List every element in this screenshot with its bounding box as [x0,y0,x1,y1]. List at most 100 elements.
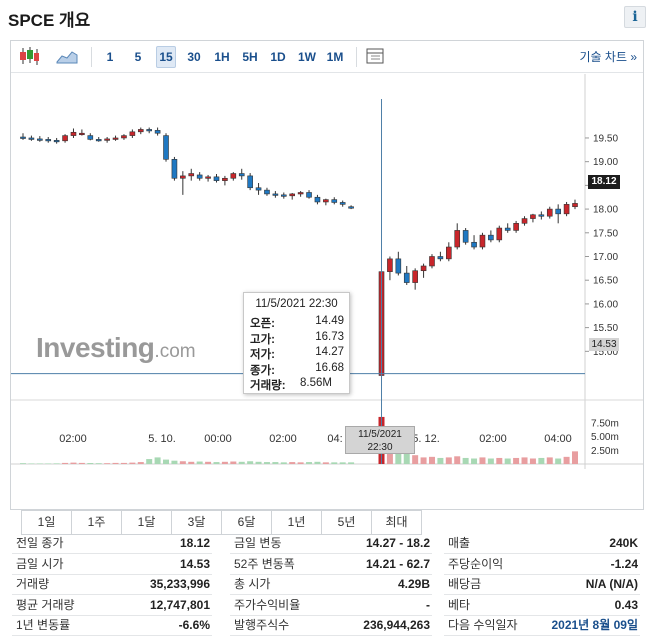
volume-bar [513,457,520,464]
volume-bar [238,461,245,464]
stat-label: 거래량 [16,577,50,591]
candle-body [205,176,211,179]
tooltip-label: 종가: [250,364,275,377]
candle-body [323,199,329,203]
volume-bar [563,456,570,464]
volume-bar [280,462,287,464]
info-icon[interactable]: i [624,6,646,28]
interval-button-30[interactable]: 30 [187,50,201,64]
stat-row: 발행주식수 236,944,263 [230,615,432,636]
volume-bar [348,462,355,464]
volume-bar [403,451,410,464]
stat-label: 금일 시가 [16,556,64,571]
candle-body [28,137,35,140]
volume-bar [196,461,203,464]
tooltip-label: 거래량: [250,380,286,392]
interval-button-1d[interactable]: 1D [270,50,286,64]
volume-bar [322,462,329,464]
volume-bar [555,458,562,464]
candle-body [171,159,178,179]
stat-value: -6.6% [178,618,210,632]
candlestick-icon[interactable] [17,46,41,68]
stat-row: 매출 240K [444,533,640,554]
interval-button-1h[interactable]: 1H [214,50,230,64]
stat-label: 총 시가 [234,577,271,591]
candle-body [53,140,60,143]
volume-bar [36,463,43,464]
candle-body [555,208,561,215]
stat-value: 14.27 - 18.2 [365,536,430,550]
stat-value: 0.43 [614,597,638,612]
range-tab-0[interactable]: 1일 [21,510,72,535]
interval-button-1[interactable]: 1 [106,50,114,64]
range-tab-1[interactable]: 1주 [71,510,122,535]
x-tick-label: 5. 10. [148,433,176,445]
range-tab-4[interactable]: 6달 [221,510,272,535]
interval-button-1m[interactable]: 1M [326,50,344,64]
candle-body [112,137,119,140]
volume-bar [471,458,478,464]
candle-body [530,214,536,219]
stat-label: 주당순이익 [448,556,504,571]
stat-label: 금일 변동 [234,536,282,550]
candle-body [62,135,68,142]
table-icon[interactable] [364,46,386,68]
volume-bar [420,457,427,464]
stat-row: 1년 변동률 -6.6% [12,615,212,636]
volume-bar [529,458,536,464]
cursor-price-label: 14.53 [589,338,619,351]
range-tab-5[interactable]: 1년 [271,510,322,535]
volume-bar [53,463,60,464]
candlestick-chart[interactable]: 19.5019.0018.5018.0017.5017.0016.5016.00… [11,74,643,469]
page-title: SPCE 개요 [8,11,91,30]
stat-value[interactable]: 2021년 8월 09일 [551,618,638,632]
tooltip-datetime: 11/5/2021 22:30 [255,298,338,310]
candle-body [45,139,52,142]
candle-body [496,227,503,241]
area-chart-icon[interactable] [55,46,79,68]
interval-button-5h[interactable]: 5H [242,50,258,64]
volume-bar [78,462,85,464]
interval-button-15[interactable]: 15 [156,46,176,68]
range-tab-7[interactable]: 최대 [371,510,422,535]
volume-bar [289,462,296,464]
volume-bar [104,463,111,464]
candle-body [289,193,296,197]
candle-body [129,131,136,136]
chart-toolbar: 1 5 15 30 1H 5H 1D 1W 1M 기술 차트 » [11,41,643,73]
y-tick-label: 15.50 [593,323,618,334]
tooltip-value: 14.27 [315,346,344,358]
y-tick-label: 16.00 [593,299,618,310]
volume-bar [538,457,545,464]
stat-label: 발행주식수 [234,618,290,632]
stat-row: 주가수익비율 - [230,595,432,616]
candle-body [20,136,26,139]
stat-value: 14.21 - 62.7 [365,556,430,571]
interval-button-5[interactable]: 5 [134,50,142,64]
stat-value: 12,747,801 [149,597,210,612]
candle-body [546,208,553,217]
volume-bar [572,451,578,464]
x-tick-label: 02:00 [59,433,87,445]
candle-body [563,204,570,215]
candle-body [538,214,545,217]
stat-row: 전일 종가 18.12 [12,533,212,554]
interval-button-1w[interactable]: 1W [298,50,316,64]
technical-chart-link[interactable]: 기술 차트 » [579,50,637,64]
range-tab-3[interactable]: 3달 [171,510,222,535]
range-tab-6[interactable]: 5년 [321,510,372,535]
candle-body [264,189,270,195]
y-tick-label: 17.50 [593,228,618,239]
candle-body [331,199,338,203]
range-tab-2[interactable]: 1달 [121,510,172,535]
tooltip-row: 고가: 16.73 [250,331,346,347]
candle-body [280,194,287,197]
candle-body [572,203,578,208]
candle-body [297,192,304,195]
candle-body [154,130,161,134]
volume-bar [188,461,195,464]
candle-body [87,135,94,140]
candle-body [521,218,528,224]
tooltip-label: 고가: [250,333,275,346]
